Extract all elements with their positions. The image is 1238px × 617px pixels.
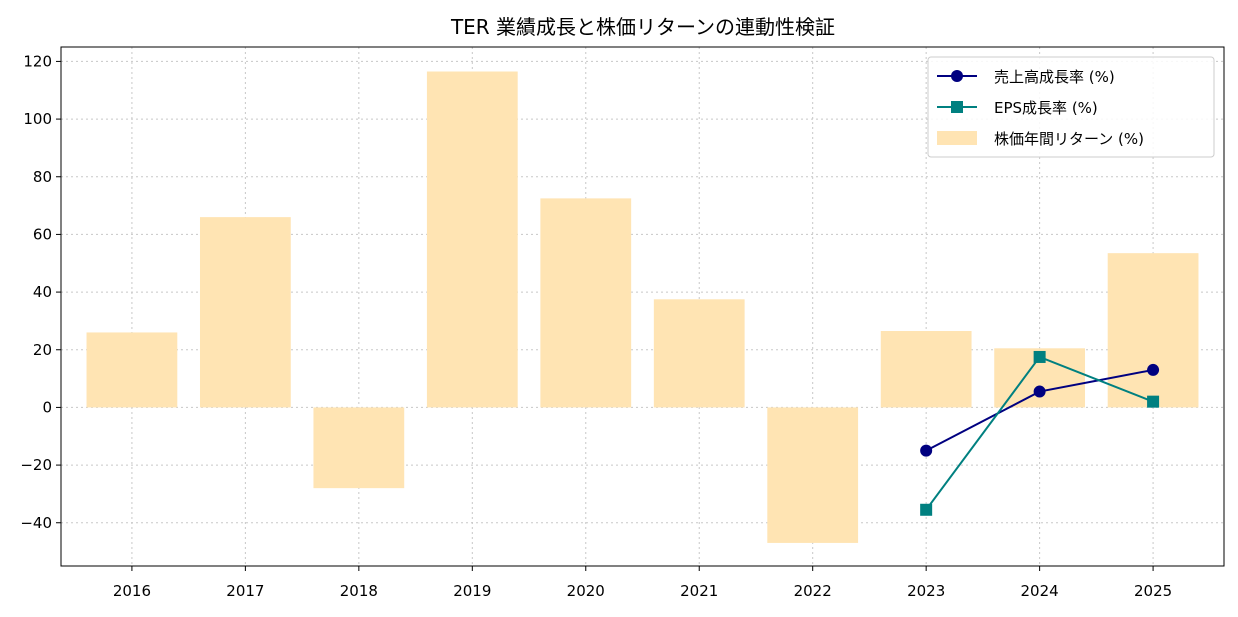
lines <box>920 350 1160 516</box>
return-bar <box>199 217 291 408</box>
data-point <box>920 503 933 516</box>
x-tick-label: 2020 <box>567 582 605 600</box>
return-bar <box>1107 253 1199 408</box>
y-tick-label: 20 <box>33 341 52 359</box>
return-bar <box>880 331 972 408</box>
return-bar <box>86 332 178 408</box>
return-bar <box>653 299 745 408</box>
x-tick-label: 2025 <box>1134 582 1172 600</box>
x-tick-label: 2018 <box>340 582 378 600</box>
data-point <box>1147 363 1160 376</box>
y-tick-label: 120 <box>23 52 52 70</box>
y-tick-label: −40 <box>20 514 52 532</box>
legend-label: 株価年間リターン (%) <box>994 130 1144 148</box>
x-tick-label: 2019 <box>453 582 491 600</box>
y-tick-label: 100 <box>23 110 52 128</box>
data-point <box>1033 385 1046 398</box>
legend-label: EPS成長率 (%) <box>994 99 1098 117</box>
legend-label: 売上高成長率 (%) <box>994 68 1115 86</box>
legend-swatch <box>937 131 977 145</box>
legend: 売上高成長率 (%) EPS成長率 (%) 株価年間リターン (%) <box>927 56 1215 158</box>
y-tick-label: 80 <box>33 168 52 186</box>
y-tick-label: 0 <box>42 398 52 416</box>
plot-frame <box>60 46 1225 567</box>
return-bar <box>426 71 518 408</box>
legend-marker <box>951 101 963 113</box>
data-point <box>1033 350 1046 363</box>
x-axis: 2016 2017 2018 2019 2020 2021 2022 2023 2024 2025 <box>113 566 1172 600</box>
x-tick-label: 2023 <box>907 582 945 600</box>
return-bar <box>540 198 632 408</box>
data-point <box>920 444 933 457</box>
return-bar <box>767 407 859 543</box>
y-tick-label: 60 <box>33 225 52 243</box>
chart-title: TER 業績成長と株価リターンの連動性検証 <box>450 15 835 39</box>
y-tick-label: −20 <box>20 456 52 474</box>
legend-marker <box>951 70 963 82</box>
x-tick-label: 2022 <box>794 582 832 600</box>
x-tick-label: 2021 <box>680 582 718 600</box>
y-axis: −40 −20 0 20 40 60 80 100 120 <box>20 52 61 532</box>
return-bar <box>313 407 405 489</box>
bars <box>86 71 1199 543</box>
legend-box <box>927 56 1215 158</box>
y-tick-label: 40 <box>33 283 52 301</box>
x-tick-label: 2016 <box>113 582 151 600</box>
x-tick-label: 2017 <box>226 582 264 600</box>
data-point <box>1147 395 1160 408</box>
x-tick-label: 2024 <box>1021 582 1059 600</box>
